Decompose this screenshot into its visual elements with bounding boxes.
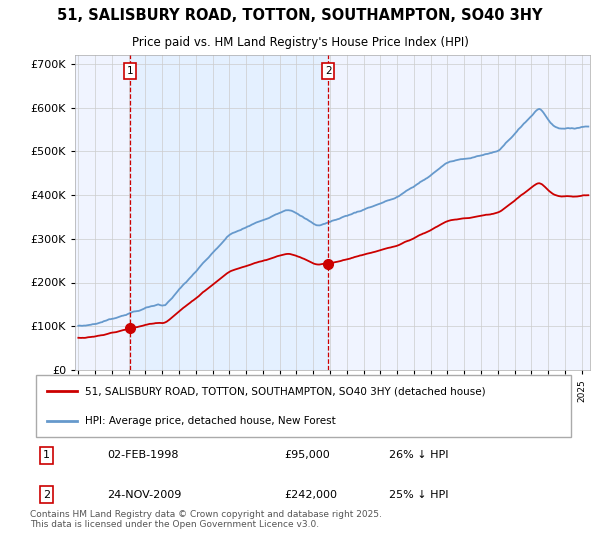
Text: Contains HM Land Registry data © Crown copyright and database right 2025.
This d: Contains HM Land Registry data © Crown c…	[30, 510, 382, 529]
Text: 1: 1	[43, 450, 50, 460]
Text: 02-FEB-1998: 02-FEB-1998	[107, 450, 179, 460]
FancyBboxPatch shape	[35, 375, 571, 437]
Text: 25% ↓ HPI: 25% ↓ HPI	[389, 489, 448, 500]
Text: 1: 1	[127, 66, 134, 76]
Text: 2: 2	[325, 66, 332, 76]
Bar	[130, 55, 328, 370]
Text: HPI: Average price, detached house, New Forest: HPI: Average price, detached house, New …	[85, 416, 336, 426]
Text: £242,000: £242,000	[284, 489, 337, 500]
Text: £95,000: £95,000	[284, 450, 329, 460]
Text: 51, SALISBURY ROAD, TOTTON, SOUTHAMPTON, SO40 3HY: 51, SALISBURY ROAD, TOTTON, SOUTHAMPTON,…	[57, 8, 543, 23]
Text: 51, SALISBURY ROAD, TOTTON, SOUTHAMPTON, SO40 3HY (detached house): 51, SALISBURY ROAD, TOTTON, SOUTHAMPTON,…	[85, 386, 486, 396]
Text: 26% ↓ HPI: 26% ↓ HPI	[389, 450, 448, 460]
Text: 2: 2	[43, 489, 50, 500]
Text: Price paid vs. HM Land Registry's House Price Index (HPI): Price paid vs. HM Land Registry's House …	[131, 36, 469, 49]
Text: 24-NOV-2009: 24-NOV-2009	[107, 489, 182, 500]
